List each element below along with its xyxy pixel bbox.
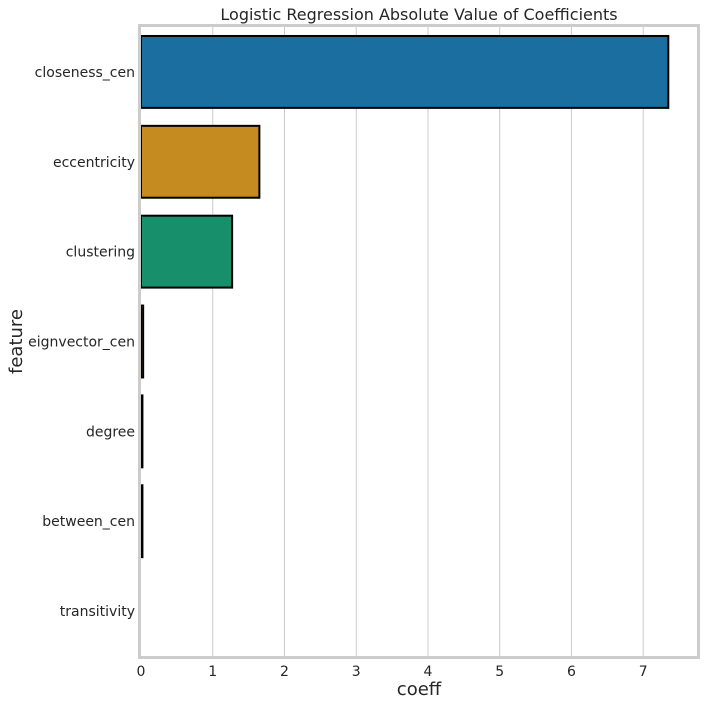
x-tick-label: 7 — [639, 664, 648, 680]
bar-eignvector_cen — [140, 304, 145, 379]
bar-between_cen — [140, 484, 144, 559]
bar-eccentricity — [140, 124, 261, 199]
chart-title: Logistic Regression Absolute Value of Co… — [220, 5, 617, 24]
x-tick-label: 1 — [208, 664, 217, 680]
x-tick-label: 4 — [424, 664, 433, 680]
y-tick-labels: closeness_cen eccentricity clustering eignv… — [28, 65, 135, 620]
y-axis-title: feature — [6, 309, 27, 374]
x-tick-label: 5 — [495, 664, 504, 680]
x-tick-labels: 0 1 2 3 4 5 6 7 — [137, 664, 648, 680]
bar-closeness_cen — [140, 34, 670, 109]
grid-lines — [212, 27, 644, 656]
y-tick-label: transitivity — [60, 604, 135, 620]
y-tick-label: between_cen — [42, 514, 135, 530]
y-tick-label: eccentricity — [53, 155, 135, 171]
bars — [140, 34, 670, 559]
bar-clustering — [140, 214, 234, 289]
y-tick-label: degree — [86, 424, 135, 440]
bar-degree — [140, 394, 144, 469]
y-tick-label: clustering — [66, 245, 135, 261]
x-tick-label: 2 — [280, 664, 289, 680]
y-tick-label: eignvector_cen — [28, 335, 135, 351]
plot-frame — [138, 24, 700, 659]
x-axis-title: coeff — [397, 679, 442, 700]
y-tick-label: closeness_cen — [35, 65, 135, 81]
x-tick-label: 3 — [352, 664, 361, 680]
x-tick-label: 0 — [137, 664, 146, 680]
x-tick-label: 6 — [567, 664, 576, 680]
